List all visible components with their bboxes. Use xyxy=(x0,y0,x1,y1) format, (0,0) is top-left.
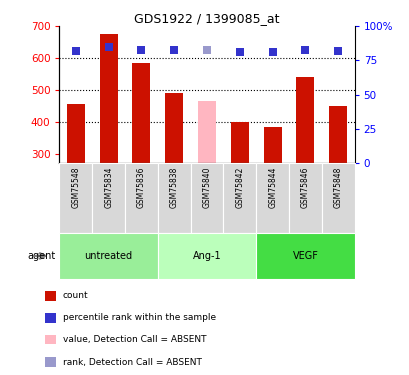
Bar xyxy=(99,34,117,163)
Bar xyxy=(67,104,85,163)
Bar xyxy=(165,93,183,163)
Bar xyxy=(45,291,56,300)
Point xyxy=(236,49,243,55)
Text: GSM75836: GSM75836 xyxy=(137,166,146,208)
Text: VEGF: VEGF xyxy=(292,251,318,261)
FancyBboxPatch shape xyxy=(223,163,256,232)
Text: GSM75844: GSM75844 xyxy=(267,166,276,208)
Bar xyxy=(230,122,248,163)
Point xyxy=(269,49,275,55)
Bar xyxy=(198,101,216,163)
Text: GSM75840: GSM75840 xyxy=(202,166,211,208)
Text: GSM75834: GSM75834 xyxy=(104,166,113,208)
Text: agent: agent xyxy=(27,251,55,261)
FancyBboxPatch shape xyxy=(256,232,354,279)
Point xyxy=(301,46,308,53)
Text: value, Detection Call = ABSENT: value, Detection Call = ABSENT xyxy=(63,334,206,344)
FancyBboxPatch shape xyxy=(157,163,190,232)
Bar xyxy=(296,77,314,163)
Bar xyxy=(45,314,56,322)
Text: untreated: untreated xyxy=(84,251,133,261)
FancyBboxPatch shape xyxy=(125,163,157,232)
FancyBboxPatch shape xyxy=(92,163,125,232)
Text: GSM75842: GSM75842 xyxy=(235,166,244,208)
Point xyxy=(105,44,112,50)
FancyBboxPatch shape xyxy=(59,163,92,232)
Point xyxy=(72,48,79,54)
Point xyxy=(203,46,210,53)
Bar xyxy=(328,106,346,163)
Text: percentile rank within the sample: percentile rank within the sample xyxy=(63,314,215,322)
Text: GSM75846: GSM75846 xyxy=(300,166,309,208)
FancyBboxPatch shape xyxy=(59,232,157,279)
FancyBboxPatch shape xyxy=(157,232,256,279)
FancyBboxPatch shape xyxy=(190,163,223,232)
Bar xyxy=(263,127,281,163)
Text: GSM75838: GSM75838 xyxy=(169,166,178,208)
Bar xyxy=(132,63,150,163)
Title: GDS1922 / 1399085_at: GDS1922 / 1399085_at xyxy=(134,12,279,25)
Text: count: count xyxy=(63,291,88,300)
FancyBboxPatch shape xyxy=(256,163,288,232)
Bar xyxy=(45,334,56,344)
Text: Ang-1: Ang-1 xyxy=(192,251,221,261)
Text: GSM75548: GSM75548 xyxy=(71,166,80,208)
Bar xyxy=(45,357,56,367)
FancyBboxPatch shape xyxy=(288,163,321,232)
Text: GSM75848: GSM75848 xyxy=(333,166,342,208)
FancyBboxPatch shape xyxy=(321,163,354,232)
Point xyxy=(138,46,144,53)
Point xyxy=(171,46,177,53)
Point xyxy=(334,48,341,54)
Text: rank, Detection Call = ABSENT: rank, Detection Call = ABSENT xyxy=(63,358,201,367)
